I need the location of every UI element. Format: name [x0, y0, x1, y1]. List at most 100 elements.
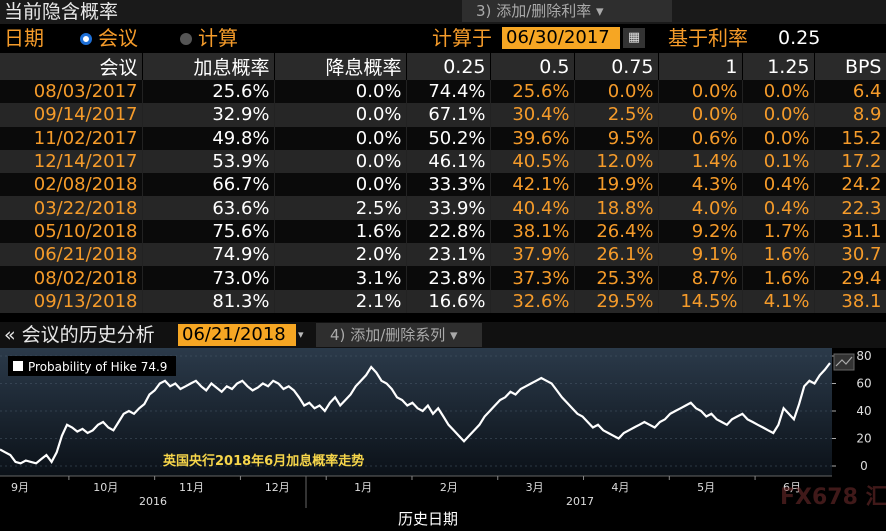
col-header[interactable]: 会议	[0, 53, 143, 80]
table-row[interactable]: 12/14/2017 53.9% 0.0% 46.1% 40.5% 12.0% 1.4% 0.…	[0, 149, 886, 174]
y-tick-label: 40	[856, 404, 871, 418]
history-title[interactable]: « 会议的历史分析	[4, 322, 155, 348]
col-header[interactable]: 降息概率	[274, 53, 407, 80]
table-row[interactable]: 09/14/2017 32.9% 0.0% 67.1% 30.4% 2.5% 0.0% 0.0…	[0, 103, 886, 127]
meeting-date-cell: 12/14/2017	[0, 149, 143, 174]
value-cell: 66.7%	[142, 173, 275, 197]
col-header[interactable]: 1.25	[742, 53, 815, 80]
x-tick-label: 1月	[354, 481, 372, 494]
value-cell: 74.4%	[406, 80, 491, 104]
value-cell: 37.3%	[490, 266, 575, 290]
title-bar: 当前隐含概率 3) 添加/删除利率 ▾	[0, 0, 886, 24]
value-cell: 75.6%	[142, 219, 275, 244]
history-title-text: 会议的历史分析	[21, 324, 155, 346]
radio-calc-icon[interactable]	[180, 33, 192, 45]
value-cell: 0.0%	[274, 149, 407, 174]
chevron-down-icon: ▾	[596, 2, 604, 20]
value-cell: 42.1%	[490, 173, 575, 197]
value-cell: 0.0%	[742, 80, 815, 104]
value-cell: 22.8%	[406, 219, 491, 244]
value-cell: 3.1%	[274, 266, 407, 290]
col-header[interactable]: 1	[658, 53, 743, 80]
meeting-date-cell: 09/14/2017	[0, 103, 143, 127]
x-tick-label: 11月	[179, 481, 204, 494]
value-cell: 18.8%	[574, 196, 659, 220]
chart-svg: 80 60 40 20 0 Probability of Hike 74.9 英国央行2…	[0, 348, 886, 528]
x-tick-label: 2月	[440, 481, 458, 494]
table-row[interactable]: 11/02/2017 49.8% 0.0% 50.2% 39.6% 9.5% 0.6% 0.0…	[0, 126, 886, 150]
value-cell: 29.4	[814, 266, 886, 290]
y-tick-label: 80	[856, 349, 871, 363]
table-row[interactable]: 08/02/2018 73.0% 3.1% 23.8% 37.3% 25.3% 8.7% 1.…	[0, 266, 886, 290]
meeting-date-cell: 08/02/2018	[0, 266, 143, 290]
calc-date-input[interactable]: 06/30/2017	[502, 27, 620, 49]
col-header[interactable]: 0.75	[574, 53, 659, 80]
mini-chart-icon	[835, 356, 853, 367]
add-remove-series-dropdown[interactable]: 4) 添加/删除系列 ▾	[316, 323, 482, 347]
x-tick-label: 3月	[526, 481, 544, 494]
col-header[interactable]: 0.25	[406, 53, 491, 80]
value-cell: 0.0%	[658, 103, 743, 127]
chevron-down-icon[interactable]: ▾	[298, 328, 304, 341]
collapse-icon[interactable]: «	[4, 324, 16, 346]
value-cell: 16.6%	[406, 289, 491, 313]
meeting-date-cell: 05/10/2018	[0, 219, 143, 244]
value-cell: 53.9%	[142, 149, 275, 174]
probability-table: 会议 加息概率 降息概率 0.25 0.5 0.75 1 1.25 BPS 08…	[0, 53, 886, 313]
value-cell: 23.8%	[406, 266, 491, 290]
value-cell: 14.5%	[658, 289, 743, 313]
calendar-icon[interactable]: ▦	[623, 28, 645, 48]
value-cell: 30.7	[814, 243, 886, 267]
meeting-date-cell: 06/21/2018	[0, 243, 143, 267]
add-series-number: 4)	[330, 326, 346, 344]
add-remove-rate-dropdown[interactable]: 3) 添加/删除利率 ▾	[462, 0, 672, 22]
history-date-input[interactable]: 06/21/2018	[178, 324, 296, 346]
x-tick-label: 10月	[93, 481, 118, 494]
value-cell: 39.6%	[490, 126, 575, 150]
table-row[interactable]: 08/03/2017 25.6% 0.0% 74.4% 25.6% 0.0% 0.0% 0.0…	[0, 80, 886, 104]
add-rate-number: 3)	[476, 2, 492, 20]
value-cell: 1.4%	[658, 149, 743, 174]
value-cell: 74.9%	[142, 243, 275, 267]
value-cell: 29.5%	[574, 289, 659, 313]
chevron-down-icon: ▾	[450, 326, 458, 344]
y-tick-label: 60	[856, 377, 871, 391]
value-cell: 1.7%	[742, 219, 815, 244]
value-cell: 33.3%	[406, 173, 491, 197]
series-line	[0, 362, 831, 465]
meeting-date-cell: 03/22/2018	[0, 196, 143, 220]
radio-meeting-icon[interactable]	[80, 33, 92, 45]
value-cell: 4.3%	[658, 173, 743, 197]
legend-label: Probability of Hike 74.9	[28, 360, 167, 374]
table-row[interactable]: 03/22/2018 63.6% 2.5% 33.9% 40.4% 18.8% 4.0% 0.…	[0, 196, 886, 220]
value-cell: 73.0%	[142, 266, 275, 290]
watermark: FX678 汇通网	[780, 485, 886, 510]
col-header[interactable]: BPS	[814, 53, 886, 80]
base-rate-value: 0.25	[778, 27, 821, 49]
value-cell: 22.3	[814, 196, 886, 220]
y-tick-label: 0	[860, 459, 868, 473]
value-cell: 26.4%	[574, 219, 659, 244]
mode-calc-label[interactable]: 计算	[198, 26, 238, 50]
table-row[interactable]: 09/13/2018 81.3% 2.1% 16.6% 32.6% 29.5% 14.5% 4…	[0, 289, 886, 313]
value-cell: 4.0%	[658, 196, 743, 220]
value-cell: 81.3%	[142, 289, 275, 313]
base-rate-label: 基于利率	[668, 26, 748, 50]
value-cell: 2.1%	[274, 289, 407, 313]
value-cell: 19.9%	[574, 173, 659, 197]
year-label: 2016	[139, 495, 167, 508]
value-cell: 1.6%	[742, 266, 815, 290]
value-cell: 0.4%	[742, 196, 815, 220]
value-cell: 25.6%	[142, 80, 275, 104]
calc-on-label: 计算于	[432, 26, 492, 50]
mode-meeting-label[interactable]: 会议	[98, 26, 138, 50]
value-cell: 32.6%	[490, 289, 575, 313]
col-header[interactable]: 0.5	[490, 53, 575, 80]
table-row[interactable]: 06/21/2018 74.9% 2.0% 23.1% 37.9% 26.1% 9.1% 1.…	[0, 243, 886, 267]
col-header[interactable]: 加息概率	[142, 53, 275, 80]
table-row[interactable]: 05/10/2018 75.6% 1.6% 22.8% 38.1% 26.4% 9.2% 1.…	[0, 219, 886, 244]
value-cell: 9.5%	[574, 126, 659, 150]
table-row[interactable]: 02/08/2018 66.7% 0.0% 33.3% 42.1% 19.9% 4.3% 0.…	[0, 173, 886, 197]
value-cell: 33.9%	[406, 196, 491, 220]
value-cell: 0.0%	[742, 103, 815, 127]
